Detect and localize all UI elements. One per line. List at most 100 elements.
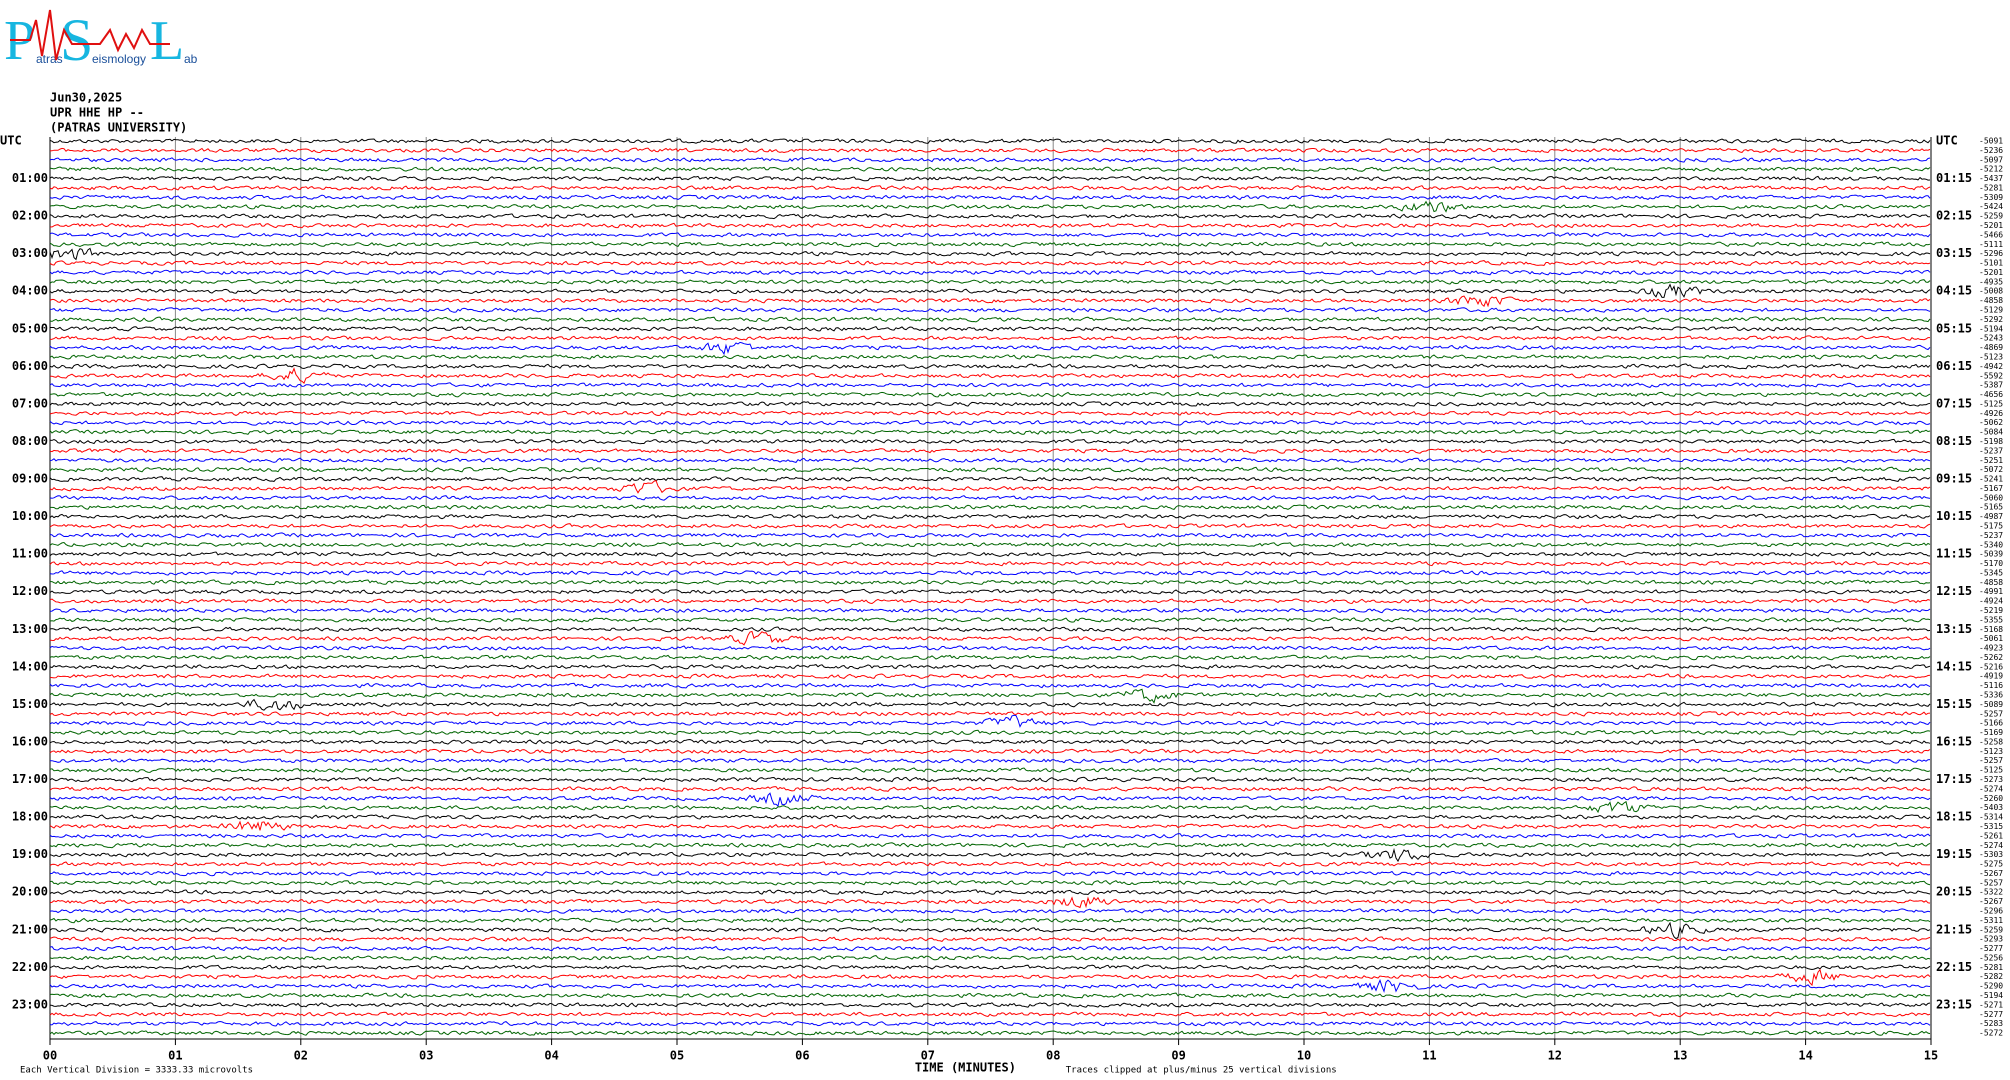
logo-letter: S bbox=[60, 7, 93, 73]
trace bbox=[49, 185, 1931, 191]
trace bbox=[49, 401, 1931, 407]
x-tick-label: 03 bbox=[419, 1049, 433, 1063]
right-time-label: 21:15 bbox=[1936, 922, 1972, 936]
trace-value: -5116 bbox=[1979, 681, 2003, 690]
trace bbox=[49, 260, 1931, 266]
trace-value: -5283 bbox=[1979, 1019, 2003, 1028]
clip-note: Traces clipped at plus/minus 25 vertical… bbox=[1066, 1066, 1337, 1076]
trace bbox=[49, 307, 1931, 313]
trace-value: -5257 bbox=[1979, 756, 2003, 765]
trace bbox=[49, 1011, 1931, 1018]
trace-value: -5274 bbox=[1979, 784, 2003, 793]
trace bbox=[49, 917, 1931, 924]
trace-value: -5424 bbox=[1979, 202, 2003, 211]
trace-value: -5166 bbox=[1979, 719, 2003, 728]
trace bbox=[49, 992, 1930, 999]
trace-value: -5258 bbox=[1979, 737, 2003, 746]
trace-value: -4926 bbox=[1979, 409, 2003, 418]
logo-letter: L bbox=[150, 10, 184, 72]
institution: (PATRAS UNIVERSITY) bbox=[50, 121, 187, 135]
trace bbox=[49, 792, 1931, 807]
trace-value: -5129 bbox=[1979, 306, 2003, 315]
left-time-label: 06:00 bbox=[12, 359, 48, 373]
plot: 00 01 02 03 04 05 06 07 08 09 10 11 12 13 14 15-5091-52… bbox=[0, 134, 2003, 1076]
logo-word: ab bbox=[184, 52, 198, 66]
trace-value: -5216 bbox=[1979, 662, 2003, 671]
x-tick-label: 08 bbox=[1046, 1049, 1060, 1063]
trace-value: -4942 bbox=[1979, 362, 2003, 371]
right-time-label: 20:15 bbox=[1936, 885, 1972, 899]
left-time-label: 08:00 bbox=[12, 434, 48, 448]
trace bbox=[49, 698, 1931, 711]
left-time-label: UTC bbox=[0, 134, 22, 148]
right-time-label: 09:15 bbox=[1936, 472, 1972, 486]
trace bbox=[50, 870, 1931, 877]
x-tick-label: 04 bbox=[544, 1049, 558, 1063]
trace bbox=[49, 626, 1931, 633]
trace-value: -5261 bbox=[1979, 831, 2003, 840]
x-tick-label: 15 bbox=[1924, 1049, 1938, 1063]
left-time-label: 05:00 bbox=[12, 321, 48, 335]
trace bbox=[49, 1020, 1931, 1027]
right-time-label: 14:15 bbox=[1936, 659, 1972, 673]
trace bbox=[49, 588, 1931, 595]
left-time-label: 14:00 bbox=[12, 659, 48, 673]
trace bbox=[49, 157, 1931, 163]
trace-value: -5089 bbox=[1979, 700, 2003, 709]
trace-value: -5296 bbox=[1979, 906, 2003, 915]
trace-value: -5167 bbox=[1979, 484, 2003, 493]
date: Jun30,2025 bbox=[50, 91, 122, 105]
trace-value: -5251 bbox=[1979, 456, 2003, 465]
trace bbox=[49, 147, 1931, 154]
x-tick-label: 11 bbox=[1422, 1049, 1436, 1063]
trace-value: -5062 bbox=[1979, 418, 2003, 427]
trace-value: -5236 bbox=[1979, 146, 2003, 155]
trace-value: -5257 bbox=[1979, 878, 2003, 887]
trace-value: -5072 bbox=[1979, 465, 2003, 474]
right-time-label: 05:15 bbox=[1936, 321, 1972, 335]
trace bbox=[49, 1001, 1931, 1008]
left-time-label: 23:00 bbox=[12, 997, 48, 1011]
trace bbox=[49, 598, 1931, 605]
trace-value: -5168 bbox=[1979, 625, 2003, 634]
trace bbox=[49, 138, 1931, 144]
trace bbox=[49, 936, 1931, 943]
trace-value: -5170 bbox=[1979, 559, 2003, 568]
right-time-label: 07:15 bbox=[1936, 396, 1972, 410]
trace bbox=[49, 785, 1931, 792]
trace-value: -4935 bbox=[1979, 277, 2003, 286]
trace-value: -5257 bbox=[1979, 709, 2003, 718]
trace-value: -5282 bbox=[1979, 972, 2003, 981]
trace-value: -5355 bbox=[1979, 615, 2003, 624]
trace-value: -5403 bbox=[1979, 803, 2003, 812]
trace-value: -5125 bbox=[1979, 766, 2003, 775]
trace bbox=[49, 247, 1931, 261]
trace-value: -5125 bbox=[1979, 399, 2003, 408]
trace bbox=[49, 335, 1930, 342]
trace bbox=[49, 682, 1931, 689]
trace-value: -5260 bbox=[1979, 794, 2003, 803]
trace-value: -5275 bbox=[1979, 860, 2003, 869]
trace-value: -5101 bbox=[1979, 259, 2003, 268]
left-time-label: 02:00 bbox=[12, 209, 48, 223]
trace-value: -5201 bbox=[1979, 268, 2003, 277]
logo-wave bbox=[10, 9, 170, 61]
x-tick-label: 01 bbox=[168, 1049, 182, 1063]
left-time-label: 19:00 bbox=[12, 847, 48, 861]
right-time-label: 18:15 bbox=[1936, 810, 1972, 824]
x-tick-label: 13 bbox=[1673, 1049, 1687, 1063]
trace bbox=[49, 448, 1931, 454]
trace-value: -5201 bbox=[1979, 221, 2003, 230]
trace bbox=[49, 714, 1931, 728]
trace-value: -5165 bbox=[1979, 503, 2003, 512]
right-time-label: 15:15 bbox=[1936, 697, 1972, 711]
logo-word: atras bbox=[36, 52, 63, 66]
right-time-label: 10:15 bbox=[1936, 509, 1972, 523]
trace-value: -5084 bbox=[1979, 428, 2003, 437]
x-tick-label: 10 bbox=[1297, 1049, 1311, 1063]
x-tick-label: 06 bbox=[795, 1049, 809, 1063]
right-time-label: 03:15 bbox=[1936, 246, 1972, 260]
trace-value: -5296 bbox=[1979, 249, 2003, 258]
trace bbox=[49, 278, 1931, 285]
left-time-label: 21:00 bbox=[12, 922, 48, 936]
